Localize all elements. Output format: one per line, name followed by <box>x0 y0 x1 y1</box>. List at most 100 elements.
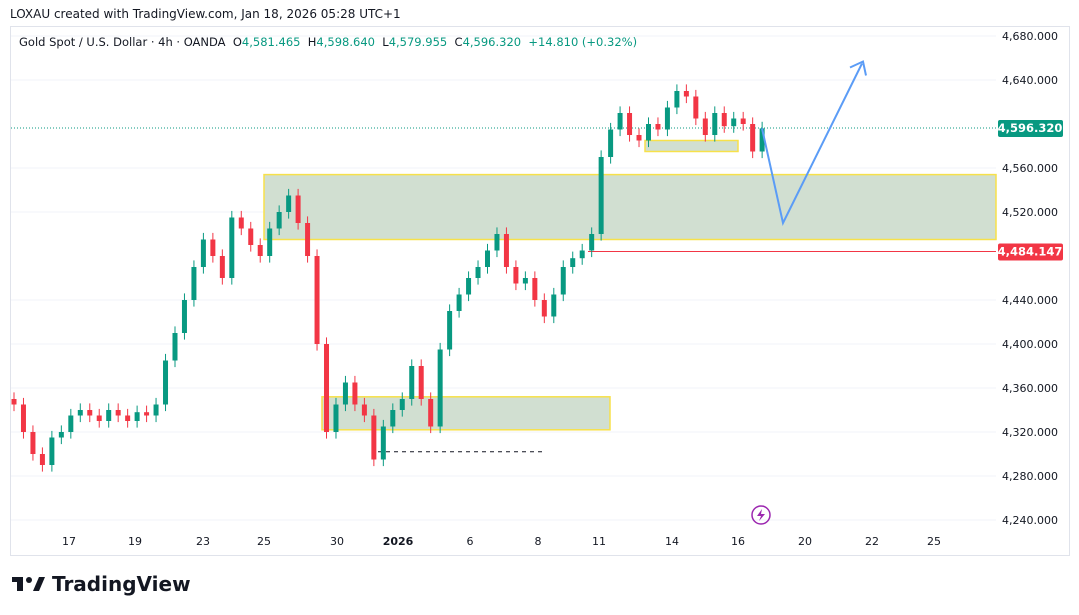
x-tick-label: 23 <box>196 535 210 548</box>
candle-body <box>87 410 93 416</box>
candle-body <box>655 124 661 130</box>
tradingview-logo: TradingView <box>12 572 191 596</box>
x-tick-label: 2026 <box>383 535 414 548</box>
candle-body <box>248 228 254 245</box>
candle-body <box>30 432 36 454</box>
events-icon <box>751 505 771 525</box>
candle-body <box>210 239 216 256</box>
candle-body <box>238 217 244 229</box>
x-tick-label: 20 <box>798 535 812 548</box>
candle-body <box>399 399 405 410</box>
candle-body <box>125 415 131 421</box>
candle-body <box>286 195 292 212</box>
y-tick-label: 4,520.000 <box>1002 206 1058 219</box>
candle-body <box>342 382 348 405</box>
supply-demand-zone <box>321 396 611 431</box>
open-label: O <box>232 35 242 49</box>
open-value: 4,581.465 <box>241 35 301 49</box>
candle-body <box>645 124 651 141</box>
supply-demand-zone <box>263 173 997 241</box>
candle-body <box>532 278 538 300</box>
candle-body <box>200 239 206 267</box>
y-tick-label: 4,400.000 <box>1002 338 1058 351</box>
candle-body <box>257 245 263 256</box>
candle-body <box>721 113 727 127</box>
y-tick-label: 4,280.000 <box>1002 470 1058 483</box>
high-value: 4,598.640 <box>316 35 375 49</box>
ohlc-legend: Gold Spot / U.S. Dollar · 4h · OANDA O4,… <box>19 35 637 49</box>
candle-body <box>466 278 472 295</box>
candle-body <box>361 404 367 416</box>
candle-body <box>456 294 462 311</box>
candle-body <box>181 300 187 333</box>
candle-body <box>134 412 140 421</box>
symbol-label[interactable]: Gold Spot / U.S. Dollar · 4h · OANDA <box>19 35 226 49</box>
candle-body <box>380 426 386 460</box>
candle-body <box>617 113 623 130</box>
candle-body <box>759 128 765 152</box>
candle-body <box>513 267 519 284</box>
candle-body <box>39 454 45 465</box>
candle-body <box>77 410 83 416</box>
last-price-badge <box>998 120 1063 138</box>
x-tick-label: 30 <box>330 535 344 548</box>
close-label: C <box>454 35 463 49</box>
last-price-badge-text: 4,596.320 <box>998 121 1063 135</box>
candle-body <box>693 96 699 119</box>
x-tick-label: 11 <box>592 535 606 548</box>
candle-body <box>333 404 339 432</box>
candle-body <box>674 91 680 108</box>
candle-body <box>683 91 689 97</box>
candle-body <box>305 223 311 256</box>
candle-body <box>428 399 434 427</box>
candle-body <box>579 250 585 259</box>
candle-body <box>475 267 481 278</box>
candle-body <box>153 404 159 416</box>
candle-body <box>11 399 17 405</box>
chart-frame <box>10 26 1070 556</box>
x-tick-label: 22 <box>865 535 879 548</box>
candle-body <box>503 234 509 267</box>
candle-body <box>627 113 633 135</box>
x-tick-label: 8 <box>535 535 542 548</box>
candle-body <box>598 157 604 234</box>
candle-body <box>589 234 595 251</box>
candle-body <box>702 118 708 135</box>
logo-text: TradingView <box>52 572 191 596</box>
candle-body <box>418 366 424 399</box>
candle-body <box>20 404 26 432</box>
chart-credit: LOXAU created with TradingView.com, Jan … <box>10 7 401 21</box>
candle-body <box>352 382 358 405</box>
high-label: H <box>307 35 317 49</box>
y-tick-label: 4,320.000 <box>1002 426 1058 439</box>
candle-body <box>191 267 197 300</box>
candle-body <box>750 124 756 152</box>
candle-body <box>712 113 718 135</box>
candle-body <box>172 333 178 361</box>
candle-body <box>485 250 490 267</box>
candle-body <box>295 195 301 223</box>
candle-body <box>437 349 443 427</box>
lightning-icon <box>757 509 765 521</box>
candle-body <box>390 410 396 427</box>
candle-body <box>144 412 150 416</box>
low-value: 4,579.955 <box>388 35 448 49</box>
change-value: +14.810 (+0.32%) <box>528 35 638 49</box>
candle-body <box>608 129 614 157</box>
y-tick-label: 4,360.000 <box>1002 382 1058 395</box>
candle-body <box>314 256 320 344</box>
candle-body <box>560 267 566 295</box>
candle-body <box>276 212 282 229</box>
candle-body <box>731 118 737 127</box>
candle-body <box>49 437 55 465</box>
y-tick-label: 4,680.000 <box>1002 30 1058 43</box>
candle-body <box>115 410 121 416</box>
supply-demand-zone <box>644 139 739 153</box>
candle-body <box>68 415 74 432</box>
tradingview-logo-icon <box>12 577 45 591</box>
candle-body <box>58 432 64 438</box>
candle-body <box>229 217 235 278</box>
x-tick-label: 16 <box>731 535 745 548</box>
candle-body <box>570 258 576 267</box>
